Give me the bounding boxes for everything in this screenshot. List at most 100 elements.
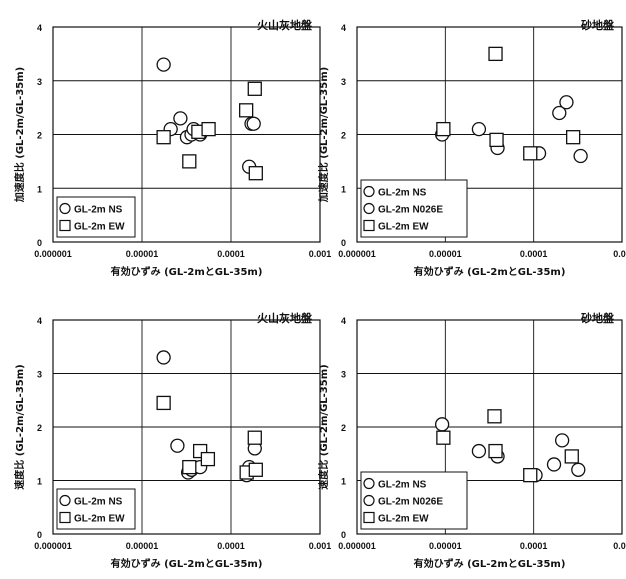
data-point xyxy=(564,449,579,464)
y-tick-label: 2 xyxy=(37,131,42,141)
legend-marker xyxy=(363,185,375,198)
x-tick-label: 0.0001 xyxy=(217,249,245,259)
legend-marker xyxy=(363,477,375,490)
legend: GL-2m NS GL-2m EW xyxy=(56,196,136,238)
legend-label: GL-2m NS xyxy=(74,497,123,508)
legend-marker xyxy=(59,511,71,524)
y-tick-label: 0 xyxy=(341,238,346,248)
series-3 xyxy=(436,46,581,161)
x-tick-label: 0.0001 xyxy=(217,541,245,551)
data-point xyxy=(559,95,574,110)
y-axis-label: 速度比 (GL-2m/GL-35m) xyxy=(13,364,26,489)
legend: GL-2m NS GL-2m N026E GL-2m EW xyxy=(360,179,468,238)
series-2 xyxy=(156,395,263,480)
x-tick-label: 0.00001 xyxy=(126,541,159,551)
data-point xyxy=(173,111,188,126)
data-point xyxy=(156,130,171,145)
data-point xyxy=(156,350,171,365)
x-tick-label: 0.001 xyxy=(309,541,332,551)
data-point xyxy=(471,121,487,137)
data-point xyxy=(489,132,504,148)
y-tick-label: 4 xyxy=(341,23,346,33)
legend-label: GL-2m NS xyxy=(74,205,123,216)
y-tick-label: 0 xyxy=(341,530,346,540)
legend-box xyxy=(360,179,468,238)
x-tick-label: 0.000001 xyxy=(34,541,72,551)
series-2 xyxy=(156,81,263,181)
x-tick-label: 0.000001 xyxy=(338,249,376,259)
panel-1: 0.000001 0.00001 0.0001 0.001 0 1 2 3 4 火山灰地盤有効ひず… xyxy=(13,18,331,278)
legend-label: GL-2m EW xyxy=(378,514,429,525)
x-tick-label: 0.0001 xyxy=(520,249,548,259)
data-point xyxy=(566,130,581,145)
x-tick-label: 0.000001 xyxy=(34,249,72,259)
x-tick-label: 0.001 xyxy=(309,249,332,259)
data-point xyxy=(436,121,451,137)
data-point xyxy=(247,430,262,445)
x-tick-label: 0.00001 xyxy=(126,249,159,259)
y-tick-label: 4 xyxy=(37,23,42,33)
data-point xyxy=(487,409,502,424)
data-point xyxy=(573,148,588,164)
x-tick-label: 0.0001 xyxy=(520,541,548,551)
data-point xyxy=(546,457,562,472)
data-point xyxy=(170,438,185,453)
data-point xyxy=(523,146,538,161)
data-point xyxy=(552,105,567,121)
legend-label: GL-2m N026E xyxy=(378,205,443,216)
x-tick-label: 0.000001 xyxy=(338,541,376,551)
data-point xyxy=(200,451,216,467)
y-tick-label: 3 xyxy=(37,77,42,87)
legend-marker xyxy=(363,219,375,232)
data-point xyxy=(436,430,451,445)
y-tick-label: 0 xyxy=(37,530,42,540)
panel-3: 0.000001 0.00001 0.0001 0.001 0 1 2 3 4 火山灰地盤有効ひず… xyxy=(13,311,331,570)
y-tick-label: 4 xyxy=(341,316,346,326)
y-tick-label: 4 xyxy=(37,316,42,326)
legend-marker xyxy=(363,202,375,215)
data-point xyxy=(182,154,197,169)
panel-title: 火山灰地盤 xyxy=(257,311,313,325)
data-point xyxy=(182,459,197,475)
y-tick-label: 3 xyxy=(37,370,42,380)
x-tick-label: 0.00001 xyxy=(429,541,462,551)
series-3 xyxy=(436,409,579,483)
x-axis-label: 有効ひずみ (GL-2mとGL-35m) xyxy=(111,265,263,278)
data-point xyxy=(247,81,262,96)
x-tick-label: 0.00001 xyxy=(429,249,462,259)
data-point xyxy=(246,116,261,131)
data-point xyxy=(471,443,487,459)
panel-title: 砂地盤 xyxy=(581,18,615,32)
data-point xyxy=(571,462,586,477)
legend: GL-2m NS GL-2m EW xyxy=(56,488,136,530)
y-tick-label: 2 xyxy=(37,423,42,433)
y-tick-label: 2 xyxy=(341,423,346,433)
data-point xyxy=(156,395,171,411)
series-2 xyxy=(546,433,586,477)
x-tick-label: 0.00 xyxy=(613,249,626,259)
data-point xyxy=(239,103,254,118)
y-axis-label: 加速度比 (GL-2m/GL-35m) xyxy=(13,67,26,203)
legend-marker xyxy=(363,511,375,524)
x-axis-label: 有効ひずみ (GL-2mとGL-35m) xyxy=(414,557,566,570)
y-tick-label: 1 xyxy=(341,477,346,487)
legend: GL-2m NS GL-2m N026E GL-2m EW xyxy=(360,471,468,530)
legend-marker xyxy=(363,494,375,507)
data-point xyxy=(434,417,450,432)
data-point xyxy=(488,46,503,62)
y-tick-label: 1 xyxy=(341,184,346,194)
data-point xyxy=(523,467,538,483)
legend-label: GL-2m N026E xyxy=(378,497,443,508)
y-tick-label: 2 xyxy=(341,131,346,141)
y-axis-label: 加速度比 (GL-2m/GL-35m) xyxy=(317,67,330,203)
series-2 xyxy=(552,95,588,164)
y-tick-label: 1 xyxy=(37,477,42,487)
legend-label: GL-2m EW xyxy=(74,222,125,233)
legend-marker xyxy=(59,494,71,507)
data-point xyxy=(554,433,570,448)
y-tick-label: 3 xyxy=(341,77,346,87)
x-axis-label: 有効ひずみ (GL-2mとGL-35m) xyxy=(414,265,566,278)
